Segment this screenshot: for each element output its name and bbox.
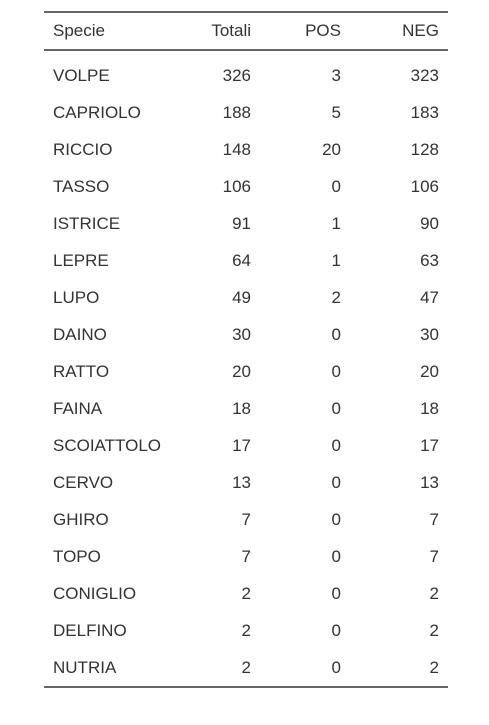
cell-specie: CONIGLIO	[53, 583, 137, 603]
cell-specie: CERVO	[53, 472, 114, 492]
species-table: Specie Totali POS NEG VOLPE 326 3 323 CAPRIO…	[44, 11, 448, 688]
cell-totali: 106	[222, 176, 251, 196]
cell-specie: LUPO	[53, 287, 100, 307]
table-row: NUTRIA 2 0 2	[44, 649, 448, 687]
cell-specie: RICCIO	[53, 139, 113, 159]
table-row: LUPO 49 2 47	[44, 279, 448, 316]
table-row: CONIGLIO 2 0 2	[44, 575, 448, 612]
cell-neg: 106	[410, 176, 439, 196]
cell-totali: 49	[232, 287, 251, 307]
cell-pos: 0	[331, 398, 341, 418]
column-header-totali: Totali	[211, 21, 251, 40]
table-row: VOLPE 326 3 323	[44, 50, 448, 94]
cell-specie: RATTO	[53, 361, 110, 381]
cell-totali: 148	[222, 139, 251, 159]
cell-totali: 64	[232, 250, 251, 270]
column-header-specie: Specie	[53, 21, 105, 40]
table-row: DAINO 30 0 30	[44, 316, 448, 353]
cell-neg: 20	[420, 361, 439, 381]
cell-totali: 7	[241, 546, 251, 566]
cell-neg: 90	[420, 213, 439, 233]
table-row: RATTO 20 0 20	[44, 353, 448, 390]
cell-totali: 91	[232, 213, 251, 233]
cell-specie: LEPRE	[53, 250, 109, 270]
column-header-pos: POS	[305, 21, 341, 40]
cell-pos: 1	[331, 213, 341, 233]
table-row: FAINA 18 0 18	[44, 390, 448, 427]
cell-specie: DAINO	[53, 324, 107, 344]
cell-pos: 0	[331, 620, 341, 640]
cell-totali: 7	[241, 509, 251, 529]
table-row: LEPRE 64 1 63	[44, 242, 448, 279]
cell-neg: 183	[410, 102, 439, 122]
cell-pos: 0	[331, 583, 341, 603]
column-header-neg: NEG	[402, 21, 439, 40]
cell-neg: 2	[429, 583, 439, 603]
table-row: TASSO 106 0 106	[44, 168, 448, 205]
table-row: TOPO 7 0 7	[44, 538, 448, 575]
cell-neg: 323	[410, 65, 439, 85]
table-row: CERVO 13 0 13	[44, 464, 448, 501]
cell-neg: 30	[420, 324, 439, 344]
cell-pos: 0	[331, 176, 341, 196]
cell-totali: 18	[232, 398, 251, 418]
cell-neg: 18	[420, 398, 439, 418]
cell-neg: 7	[429, 546, 439, 566]
cell-neg: 2	[429, 620, 439, 640]
cell-neg: 128	[410, 139, 439, 159]
header-row: Specie Totali POS NEG	[44, 12, 448, 50]
cell-totali: 188	[222, 102, 251, 122]
cell-pos: 2	[331, 287, 341, 307]
table-row: GHIRO 7 0 7	[44, 501, 448, 538]
species-table-container: Specie Totali POS NEG VOLPE 326 3 323 CAPRIO…	[44, 11, 448, 688]
cell-pos: 5	[331, 102, 341, 122]
cell-pos: 3	[331, 65, 341, 85]
table-row: RICCIO 148 20 128	[44, 131, 448, 168]
cell-neg: 13	[420, 472, 439, 492]
cell-totali: 326	[222, 65, 251, 85]
cell-neg: 17	[420, 435, 439, 455]
table-row: CAPRIOLO 188 5 183	[44, 94, 448, 131]
cell-neg: 63	[420, 250, 439, 270]
cell-neg: 47	[420, 287, 439, 307]
cell-totali: 17	[232, 435, 251, 455]
cell-neg: 7	[429, 509, 439, 529]
cell-specie: CAPRIOLO	[53, 102, 141, 122]
cell-specie: DELFINO	[53, 620, 127, 640]
cell-totali: 30	[232, 324, 251, 344]
cell-specie: SCOIATTOLO	[53, 435, 162, 455]
cell-specie: GHIRO	[53, 509, 109, 529]
cell-pos: 20	[322, 139, 341, 159]
cell-specie: FAINA	[53, 398, 103, 418]
cell-totali: 2	[241, 657, 251, 677]
table-header: Specie Totali POS NEG	[44, 12, 448, 50]
cell-neg: 2	[429, 657, 439, 677]
cell-pos: 0	[331, 509, 341, 529]
table-row: ISTRICE 91 1 90	[44, 205, 448, 242]
cell-specie: TASSO	[53, 176, 110, 196]
cell-totali: 2	[241, 583, 251, 603]
cell-specie: VOLPE	[53, 65, 110, 85]
table-row: SCOIATTOLO 17 0 17	[44, 427, 448, 464]
cell-pos: 0	[331, 435, 341, 455]
cell-pos: 0	[331, 324, 341, 344]
cell-pos: 1	[331, 250, 341, 270]
cell-pos: 0	[331, 657, 341, 677]
cell-specie: ISTRICE	[53, 213, 121, 233]
table-body: VOLPE 326 3 323 CAPRIOLO 188 5 183 RICCIO 148 20 12…	[44, 50, 448, 687]
cell-pos: 0	[331, 472, 341, 492]
table-row: DELFINO 2 0 2	[44, 612, 448, 649]
cell-pos: 0	[331, 361, 341, 381]
cell-pos: 0	[331, 546, 341, 566]
cell-totali: 20	[232, 361, 251, 381]
cell-specie: TOPO	[53, 546, 101, 566]
cell-totali: 13	[232, 472, 251, 492]
cell-specie: NUTRIA	[53, 657, 117, 677]
cell-totali: 2	[241, 620, 251, 640]
